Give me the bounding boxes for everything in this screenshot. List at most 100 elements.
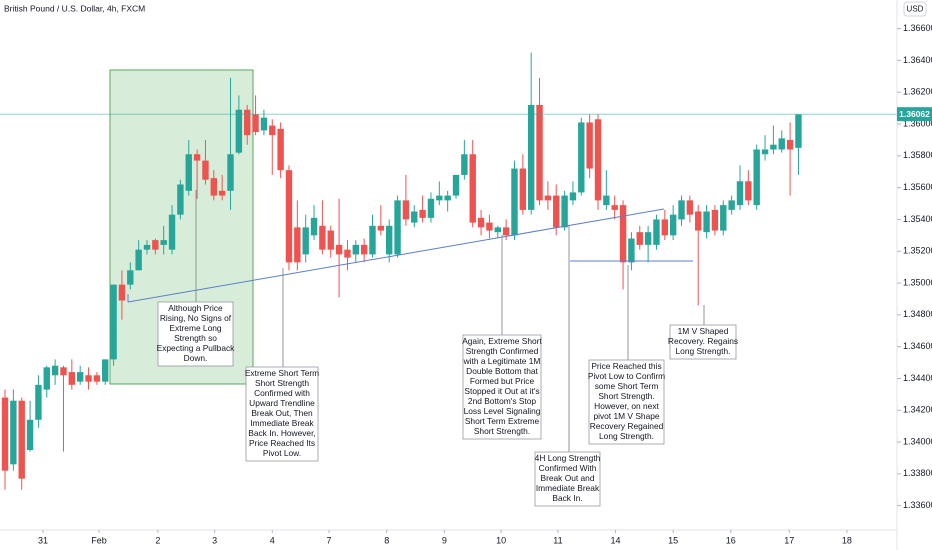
currency-box[interactable] [903,1,927,17]
candle-body [461,154,468,175]
annotation-text: Break Out and [540,473,594,483]
candle-body [135,249,142,271]
candle-body [661,219,669,236]
candle-body [35,384,42,420]
candle-body [344,249,351,258]
candle-body [411,211,418,223]
candle-body [486,222,493,231]
annotation-text: Back In. However, [248,428,316,438]
currency-label[interactable]: USD [907,5,924,14]
candle-body [628,238,635,263]
annotation-text: Long Strength. [676,346,731,356]
x-tick-label: 16 [726,535,736,545]
candle-body [436,195,443,201]
candle-body [10,400,17,465]
annotation-text: Short Strength. [474,426,530,436]
candle-body [185,154,192,191]
candle-body [578,122,585,193]
candle-body [369,225,376,255]
annotation-text: However, on next [594,401,659,411]
annotation-text: 2nd Bottom's Stop [468,396,537,406]
trendline [127,208,665,303]
candle-body [202,160,209,180]
candle-body [294,227,301,263]
candle-body [193,154,201,161]
annotation-text: Recovery. Regains [668,336,738,346]
annotation-text: Down. [184,353,208,363]
candle-body [728,200,735,210]
annotation-text: with a Legitimate 1M [463,356,541,366]
candle-body [319,225,326,250]
y-tick-label: 1.35400 [903,214,932,224]
candle-body [553,195,560,228]
candle-body [561,195,568,228]
candle-body [260,117,268,131]
annotation-text: pivot 1M V Shape [593,411,659,421]
annotation-text: Loss Level Signaling [464,406,541,416]
annotation-text: Upward Trendline [249,398,315,408]
annotation-text: Confirmed With [539,463,597,473]
y-tick-label: 1.34800 [903,309,932,319]
x-tick-label: 17 [784,535,794,545]
candle-body [594,119,602,201]
candle-body [85,375,92,382]
x-tick-label: 7 [327,535,332,545]
annotation-text: Stopped it Out at it's [464,386,539,396]
annotation-text: Expecting a Pullback [157,343,236,353]
candle-body [394,200,401,255]
candle-body [536,104,543,201]
candle-body [544,195,552,201]
candle-body [1,397,9,471]
candle-body [18,400,25,479]
candle-body [386,225,393,255]
x-tick-label: 31 [38,535,48,545]
candle-body [569,192,577,201]
candle-body [695,211,702,231]
candle-body [252,114,259,132]
annotation-text: Price Reached Its [249,438,315,448]
candle-body [327,230,334,250]
candle-body [118,284,126,301]
candle-body [502,227,510,236]
y-tick-label: 1.34400 [903,373,932,383]
candle-body [26,419,34,451]
annotation-text: Again, Extreme Short [462,336,542,346]
y-tick-label: 1.36600 [903,23,932,33]
annotation-text: Double Bottom that [466,366,538,376]
x-tick-label: 3 [212,535,217,545]
candle-body [168,214,176,250]
chart-title: British Pound / U.S. Dollar, 4h, FXCM [4,3,145,13]
annotation-text: Recovery Regained [590,421,664,431]
annotation-text: Formed but Price [470,376,535,386]
y-tick-label: 1.35200 [903,246,932,256]
x-tick-label: 18 [842,535,852,545]
candle-body [477,217,485,228]
candle-body [795,114,802,148]
annotation-text: 4H Long Strength [535,453,601,463]
candle-body [51,365,59,376]
candle-body [143,244,151,250]
x-tick-label: 14 [611,535,621,545]
candle-body [152,240,159,250]
candle-body [720,205,727,231]
annotation-text: Confirmed with [254,388,310,398]
candle-body [427,198,435,218]
x-tick-label: 9 [442,535,447,545]
candle-body [519,168,527,210]
plot [0,52,897,490]
annotation-text: Strength Confirmed [466,346,539,356]
annotation-text: Price Reached this [591,361,661,371]
candle-body [778,138,785,150]
last-price-label: 1.36062 [899,109,930,119]
annotation-text: Short Strength [255,378,309,388]
candle-body [68,372,76,385]
candle-body [335,244,343,255]
candle-body [653,219,660,245]
annotation-box [534,451,601,507]
candle-body [603,195,610,206]
annotation-text: Extreme Long [169,323,221,333]
